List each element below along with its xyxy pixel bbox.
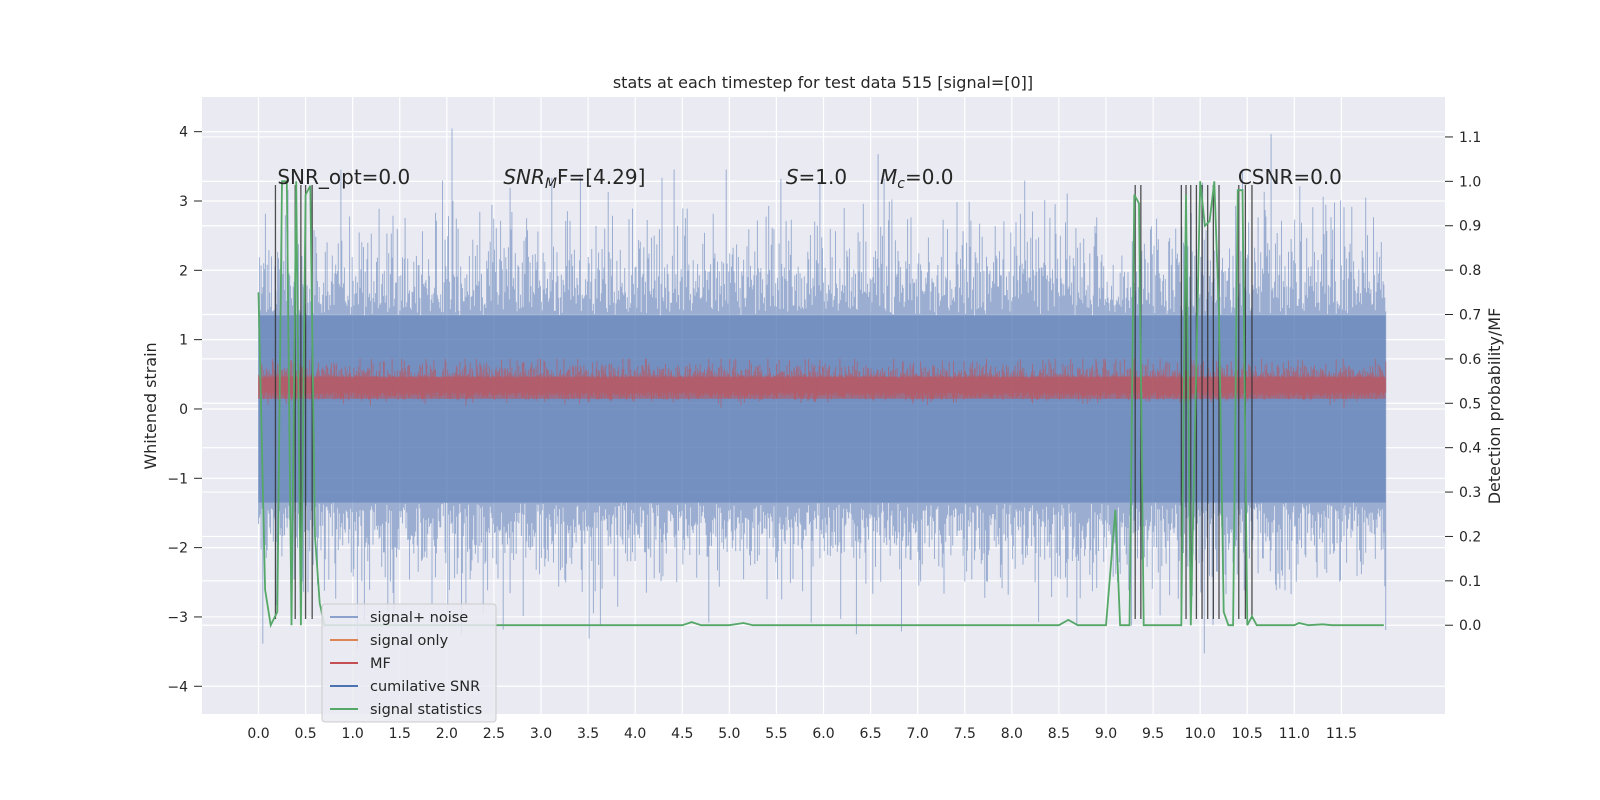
x-tick-label: 5.0 (718, 726, 740, 742)
y-left-tick-label: −3 (167, 610, 188, 626)
y-right-tick-label: 0.6 (1459, 352, 1481, 368)
x-tick-label: 7.5 (954, 726, 976, 742)
x-axis-ticks: 0.0 0.5 1.0 1.5 2.0 2.5 3.0 3.5 4.0 4.5 5.0 5.5 6.0 6… (247, 726, 1357, 742)
y-axis-right-label: Detection probability/MF (1485, 308, 1504, 505)
y-right-tick-label: 0.8 (1459, 263, 1481, 279)
x-tick-label: 0.0 (247, 726, 269, 742)
y-right-tick-label: 0.1 (1459, 574, 1481, 590)
legend-item: MF (330, 656, 391, 672)
y-right-tick-label: 0.3 (1459, 485, 1481, 501)
chart-title: stats at each timestep for test data 515… (613, 73, 1033, 92)
x-tick-label: 8.0 (1001, 726, 1023, 742)
signal-noise-series (258, 128, 1387, 654)
legend-item: signal+ noise (330, 610, 468, 626)
signal-statistics-series (257, 180, 1384, 629)
y-left-tick-label: 0 (179, 402, 188, 418)
annotations: SNR_opt=0.0 SNRMF=[4.29] S=1.0 Mc=0.0 CSNR=0… (277, 165, 1342, 192)
legend-label: cumilative SNR (370, 679, 480, 695)
y-right-tick-label: 1.0 (1459, 174, 1481, 190)
left-y-axis-ticks: −4 −3 −2 −1 0 1 2 3 4 (167, 125, 202, 695)
y-right-tick-label: 1.1 (1459, 130, 1481, 146)
signal-statistics-line (257, 180, 1384, 629)
x-tick-label: 9.5 (1142, 726, 1164, 742)
annotation: CSNR=0.0 (1238, 165, 1342, 189)
x-tick-label: 6.0 (812, 726, 834, 742)
y-left-tick-label: 4 (179, 125, 188, 141)
x-tick-label: 8.5 (1048, 726, 1070, 742)
x-tick-label: 2.0 (436, 726, 458, 742)
y-left-tick-label: −4 (167, 679, 188, 695)
legend: signal+ noise signal only MF cumilative … (321, 603, 497, 723)
x-tick-label: 10.5 (1232, 726, 1263, 742)
x-tick-label: 11.0 (1279, 726, 1310, 742)
x-tick-label: 7.0 (907, 726, 929, 742)
x-tick-label: 3.5 (577, 726, 599, 742)
right-y-axis-ticks: 0.0 0.1 0.2 0.3 0.4 0.5 0.6 0.7 0.8 0.9 1.0 1.1 (1445, 130, 1481, 634)
y-right-tick-label: 0.0 (1459, 618, 1481, 634)
legend-label: MF (370, 656, 391, 672)
x-tick-label: 4.0 (624, 726, 646, 742)
y-right-tick-label: 0.4 (1459, 441, 1481, 457)
x-tick-label: 11.5 (1326, 726, 1357, 742)
x-tick-label: 2.5 (483, 726, 505, 742)
legend-label: signal statistics (370, 702, 482, 718)
y-axis-left-label: Whitened strain (141, 342, 160, 469)
y-right-tick-label: 0.9 (1459, 219, 1481, 235)
x-tick-label: 9.0 (1095, 726, 1117, 742)
x-tick-label: 10.0 (1185, 726, 1216, 742)
legend-item: signal only (330, 633, 449, 649)
legend-box (321, 603, 497, 723)
annotation: SNR_opt=0.0 (277, 165, 410, 189)
legend-label: signal+ noise (370, 610, 468, 626)
y-left-tick-label: −1 (167, 471, 188, 487)
y-left-tick-label: 1 (179, 333, 188, 349)
x-tick-label: 0.5 (294, 726, 316, 742)
y-right-tick-label: 0.2 (1459, 529, 1481, 545)
legend-label: signal only (370, 633, 449, 649)
annotation: Mc=0.0 (880, 165, 954, 192)
y-left-tick-label: −2 (167, 541, 188, 557)
x-tick-label: 1.0 (342, 726, 364, 742)
y-left-tick-label: 2 (179, 263, 188, 279)
x-tick-label: 5.5 (765, 726, 787, 742)
annotation: S=1.0 (786, 165, 847, 189)
y-right-tick-label: 0.7 (1459, 308, 1481, 324)
legend-item: cumilative SNR (330, 679, 480, 695)
x-tick-label: 1.5 (389, 726, 411, 742)
x-tick-label: 6.5 (859, 726, 881, 742)
y-right-tick-label: 0.5 (1459, 396, 1481, 412)
x-tick-label: 3.0 (530, 726, 552, 742)
event-markers (274, 185, 1253, 620)
annotation: SNRMF=[4.29] (503, 165, 645, 192)
legend-item: signal statistics (330, 702, 482, 718)
x-tick-label: 4.5 (671, 726, 693, 742)
y-left-tick-label: 3 (179, 194, 188, 210)
